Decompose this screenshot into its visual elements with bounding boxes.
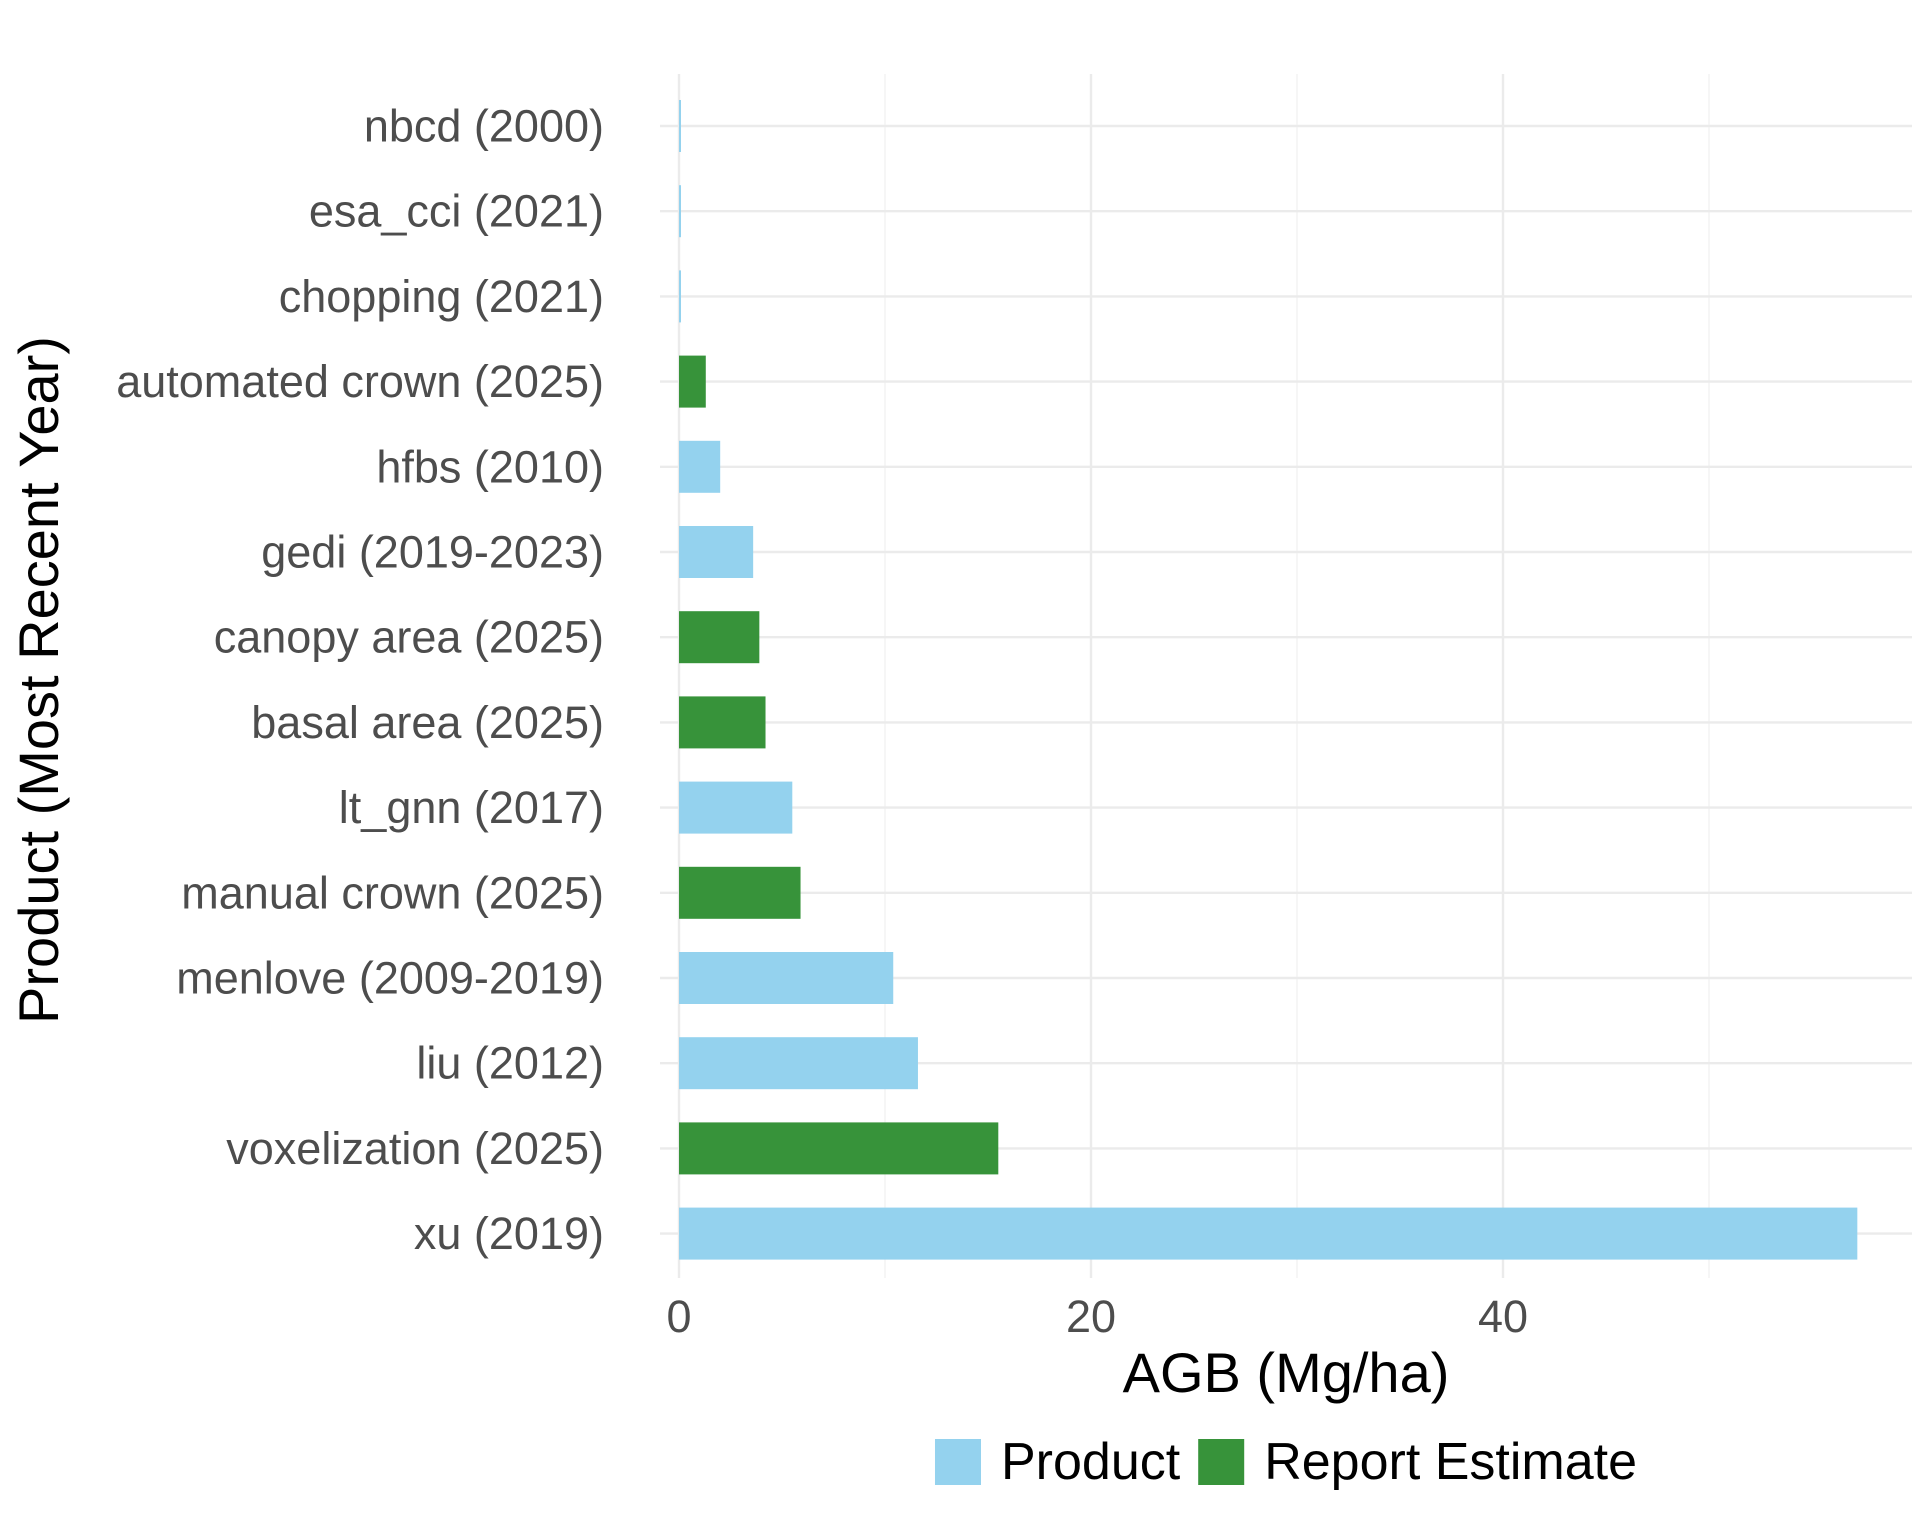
- bar: [679, 781, 793, 834]
- bar: [679, 952, 894, 1004]
- x-axis-title: AGB (Mg/ha): [1123, 1341, 1450, 1404]
- bar: [679, 696, 766, 749]
- bar: [679, 1122, 999, 1175]
- grid: [660, 74, 1912, 1278]
- y-tick-label: lt_gnn (2017): [339, 782, 604, 833]
- bar: [679, 270, 681, 323]
- y-tick-label: menlove (2009-2019): [176, 953, 604, 1004]
- bar: [679, 355, 706, 408]
- y-tick-label: gedi (2019-2023): [261, 527, 604, 578]
- y-tick-labels: nbcd (2000) esa_cci (2021) chopping (2021)…: [116, 101, 604, 1260]
- bar: [679, 440, 721, 493]
- legend-key: [934, 1439, 981, 1485]
- bars: [679, 100, 1858, 1260]
- y-tick-label: nbcd (2000): [364, 101, 604, 152]
- x-tick-label: 20: [1066, 1291, 1116, 1342]
- y-axis-title: Product (Most Recent Year): [7, 336, 70, 1024]
- y-tick-label: manual crown (2025): [181, 867, 604, 918]
- y-tick-label: hfbs (2010): [376, 441, 604, 492]
- y-tick-label: xu (2019): [414, 1208, 604, 1259]
- x-tick-labels: 0 20 40: [666, 1291, 1528, 1342]
- bar: [679, 1037, 918, 1090]
- legend-label: Report Estimate: [1264, 1433, 1637, 1491]
- legend-key: [1198, 1439, 1245, 1485]
- y-tick-label: automated crown (2025): [116, 356, 604, 407]
- bar: [679, 100, 681, 152]
- legend: Product Report Estimate: [934, 1433, 1637, 1491]
- bar: [679, 866, 801, 919]
- bar: [679, 526, 754, 578]
- bar: [679, 611, 760, 664]
- y-tick-label: chopping (2021): [279, 271, 604, 322]
- y-tick-label: liu (2012): [416, 1038, 604, 1089]
- x-tick-label: 0: [666, 1291, 691, 1342]
- bar: [679, 1207, 1858, 1260]
- legend-label: Product: [1001, 1433, 1181, 1491]
- bar: [679, 185, 681, 238]
- y-tick-label: basal area (2025): [251, 697, 604, 748]
- y-tick-label: canopy area (2025): [214, 612, 604, 663]
- y-tick-label: voxelization (2025): [226, 1123, 604, 1174]
- x-tick-label: 40: [1478, 1291, 1528, 1342]
- y-tick-label: esa_cci (2021): [309, 186, 604, 237]
